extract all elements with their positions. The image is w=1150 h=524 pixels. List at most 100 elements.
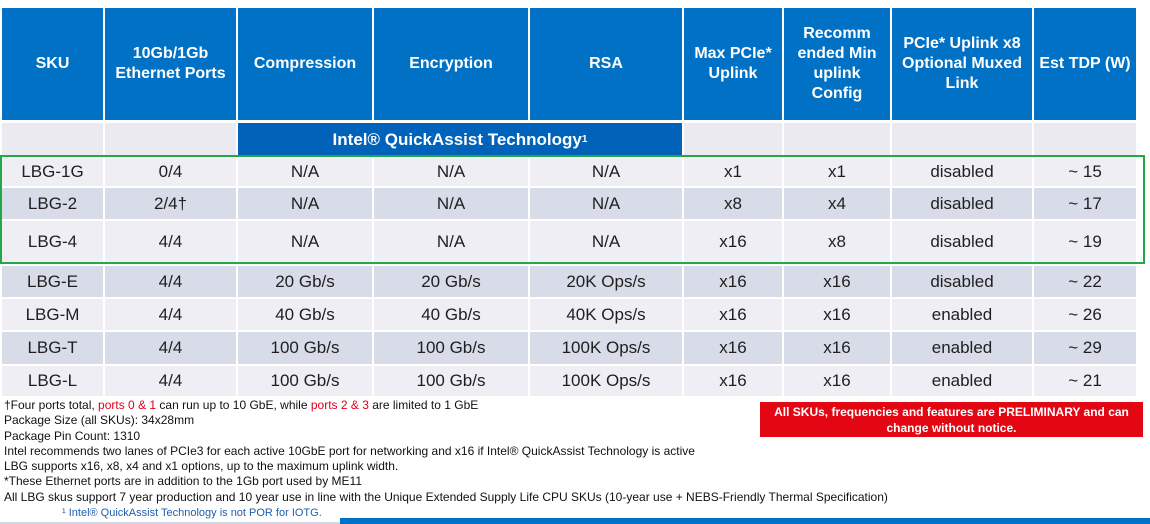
notes-block: †Four ports total, ports 0 & 1 can run u… bbox=[4, 398, 888, 505]
note-ethernet-me11: *These Ethernet ports are in addition to… bbox=[4, 474, 362, 489]
note-ports-red-1: ports 0 & 1 bbox=[98, 398, 157, 412]
cell-sku: LBG-L bbox=[2, 366, 105, 396]
header-sku: SKU bbox=[2, 8, 105, 120]
cell-min-uplink: x16 bbox=[784, 366, 892, 396]
band-blank-muxed bbox=[892, 123, 1034, 156]
cell-compression: N/A bbox=[238, 221, 374, 262]
cell-min-uplink: x1 bbox=[784, 158, 892, 186]
band-blank-tdp bbox=[1034, 123, 1136, 156]
header-min-uplink: Recomm ended Min uplink Config bbox=[784, 8, 892, 120]
cell-ports: 4/4 bbox=[105, 221, 238, 262]
cell-max-uplink: x16 bbox=[684, 332, 784, 364]
band-blank-ports bbox=[105, 123, 238, 156]
table-row: LBG-4 4/4 N/A N/A N/A x16 x8 disabled ~ 19 bbox=[2, 221, 1136, 264]
cell-ports: 4/4 bbox=[105, 266, 238, 297]
cell-muxed: disabled bbox=[892, 188, 1034, 219]
cell-muxed: disabled bbox=[892, 266, 1034, 297]
cell-rsa: 100K Ops/s bbox=[530, 366, 684, 396]
cell-ports: 4/4 bbox=[105, 366, 238, 396]
band-blank-sku bbox=[2, 123, 105, 156]
cell-max-uplink: x1 bbox=[684, 158, 784, 186]
cell-max-uplink: x16 bbox=[684, 366, 784, 396]
cell-sku: LBG-2 bbox=[2, 188, 105, 219]
header-max-uplink: Max PCIe* Uplink bbox=[684, 8, 784, 120]
cell-encryption: 40 Gb/s bbox=[374, 299, 530, 330]
cell-rsa: N/A bbox=[530, 221, 684, 262]
cell-max-uplink: x16 bbox=[684, 266, 784, 297]
note-supply-life: All LBG skus support 7 year production a… bbox=[4, 489, 888, 504]
cell-max-uplink: x8 bbox=[684, 188, 784, 219]
cell-tdp: ~ 26 bbox=[1034, 299, 1136, 330]
header-tdp: Est TDP (W) bbox=[1034, 8, 1136, 120]
cell-compression: 40 Gb/s bbox=[238, 299, 374, 330]
cell-rsa: N/A bbox=[530, 188, 684, 219]
cell-tdp: ~ 17 bbox=[1034, 188, 1136, 219]
cell-ports: 2/4† bbox=[105, 188, 238, 219]
note-pcie-lanes: Intel recommends two lanes of PCIe3 for … bbox=[4, 443, 695, 458]
cell-encryption: 100 Gb/s bbox=[374, 366, 530, 396]
cell-sku: LBG-E bbox=[2, 266, 105, 297]
cell-encryption: N/A bbox=[374, 221, 530, 262]
cell-compression: N/A bbox=[238, 188, 374, 219]
cell-muxed: enabled bbox=[892, 366, 1034, 396]
cell-min-uplink: x16 bbox=[784, 266, 892, 297]
cell-min-uplink: x16 bbox=[784, 299, 892, 330]
cell-encryption: N/A bbox=[374, 188, 530, 219]
cell-muxed: disabled bbox=[892, 158, 1034, 186]
cell-tdp: ~ 15 bbox=[1034, 158, 1136, 186]
table-row: LBG-1G 0/4 N/A N/A N/A x1 x1 disabled ~ 15 bbox=[2, 158, 1136, 188]
table-row: LBG-M 4/4 40 Gb/s 40 Gb/s 40K Ops/s x16 x16 ena… bbox=[2, 299, 1136, 332]
cell-encryption: 100 Gb/s bbox=[374, 332, 530, 364]
cell-rsa: 40K Ops/s bbox=[530, 299, 684, 330]
qat-band-label: Intel® QuickAssist Technology 1 bbox=[238, 123, 684, 156]
note-uplink-options: LBG supports x16, x8, x4 and x1 options,… bbox=[4, 459, 399, 474]
table-row: LBG-L 4/4 100 Gb/s 100 Gb/s 100K Ops/s x16 x16… bbox=[2, 366, 1136, 398]
cell-muxed: disabled bbox=[892, 221, 1034, 262]
cell-encryption: 20 Gb/s bbox=[374, 266, 530, 297]
cell-compression: 100 Gb/s bbox=[238, 366, 374, 396]
cell-tdp: ~ 29 bbox=[1034, 332, 1136, 364]
table-row: LBG-E 4/4 20 Gb/s 20 Gb/s 20K Ops/s x16 x16 dis… bbox=[2, 266, 1136, 299]
note-ports-line: †Four ports total, ports 0 & 1 can run u… bbox=[4, 398, 479, 412]
cell-muxed: enabled bbox=[892, 332, 1034, 364]
cell-ports: 4/4 bbox=[105, 332, 238, 364]
cell-tdp: ~ 22 bbox=[1034, 266, 1136, 297]
cell-rsa: N/A bbox=[530, 158, 684, 186]
cell-min-uplink: x16 bbox=[784, 332, 892, 364]
cell-encryption: N/A bbox=[374, 158, 530, 186]
note-pin-count: Package Pin Count: 1310 bbox=[4, 428, 141, 443]
cell-compression: 100 Gb/s bbox=[238, 332, 374, 364]
qat-footnote: ¹ Intel® QuickAssist Technology is not P… bbox=[62, 507, 322, 519]
preliminary-warning-box: All SKUs, frequencies and features are P… bbox=[760, 402, 1143, 437]
cell-compression: N/A bbox=[238, 158, 374, 186]
cell-sku: LBG-1G bbox=[2, 158, 105, 186]
cell-sku: LBG-T bbox=[2, 332, 105, 364]
header-encryption: Encryption bbox=[374, 8, 530, 120]
cell-ports: 0/4 bbox=[105, 158, 238, 186]
cell-min-uplink: x8 bbox=[784, 221, 892, 262]
cell-rsa: 20K Ops/s bbox=[530, 266, 684, 297]
qat-band-sup: 1 bbox=[581, 134, 588, 145]
cell-max-uplink: x16 bbox=[684, 221, 784, 262]
table-row: LBG-T 4/4 100 Gb/s 100 Gb/s 100K Ops/s x16 x16… bbox=[2, 332, 1136, 366]
bottom-accent-bar bbox=[340, 518, 1150, 524]
bottom-rule bbox=[0, 522, 340, 524]
band-blank-min bbox=[784, 123, 892, 156]
cell-min-uplink: x4 bbox=[784, 188, 892, 219]
note-package-size: Package Size (all SKUs): 34x28mm bbox=[4, 413, 195, 428]
header-compression: Compression bbox=[238, 8, 374, 120]
qat-band-row: Intel® QuickAssist Technology 1 bbox=[2, 123, 1136, 156]
header-rsa: RSA bbox=[530, 8, 684, 120]
header-ethernet-ports: 10Gb/1Gb Ethernet Ports bbox=[105, 8, 238, 120]
cell-sku: LBG-4 bbox=[2, 221, 105, 262]
qat-band-text: Intel® QuickAssist Technology bbox=[332, 129, 582, 149]
cell-compression: 20 Gb/s bbox=[238, 266, 374, 297]
cell-tdp: ~ 19 bbox=[1034, 221, 1136, 262]
header-muxed-link: PCIe* Uplink x8 Optional Muxed Link bbox=[892, 8, 1034, 120]
cell-tdp: ~ 21 bbox=[1034, 366, 1136, 396]
cell-sku: LBG-M bbox=[2, 299, 105, 330]
cell-rsa: 100K Ops/s bbox=[530, 332, 684, 364]
note-ports-red-2: ports 2 & 3 bbox=[310, 398, 369, 412]
cell-muxed: enabled bbox=[892, 299, 1034, 330]
table-row: LBG-2 2/4† N/A N/A N/A x8 x4 disabled ~ 17 bbox=[2, 188, 1136, 221]
